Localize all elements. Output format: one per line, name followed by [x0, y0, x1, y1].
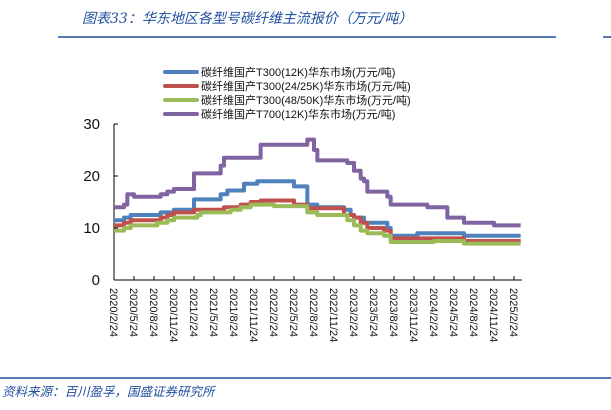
legend-label: 碳纤维国产T700(12K)华东市场(万元/吨)	[201, 107, 395, 121]
x-tick-label: 2024/2/24	[427, 288, 439, 337]
y-tick-label: 10	[83, 220, 100, 237]
x-tick-label: 2021/8/24	[227, 288, 239, 337]
x-tick-label: 2021/5/24	[207, 288, 219, 337]
x-tick-label: 2022/11/24	[327, 288, 339, 342]
legend: 碳纤维国产T300(12K)华东市场(万元/吨)碳纤维国产T300(24/25K…	[163, 65, 411, 121]
y-tick-label: 30	[83, 116, 100, 133]
x-tick-label: 2024/8/24	[467, 288, 479, 337]
x-tick-label: 2020/5/24	[127, 288, 139, 337]
y-tick-label: 20	[83, 168, 100, 185]
x-tick-label: 2020/2/24	[107, 288, 119, 337]
x-tick-label: 2024/5/24	[447, 288, 459, 337]
x-tick-label: 2023/2/24	[347, 288, 359, 337]
x-tick-label: 2023/8/24	[387, 288, 399, 337]
series-line	[114, 179, 521, 238]
series-line	[114, 137, 521, 228]
x-tick-label: 2022/2/24	[267, 288, 279, 337]
x-tick-label: 2022/8/24	[307, 288, 319, 337]
x-tick-label: 2021/2/24	[187, 288, 199, 337]
x-tick-label: 2022/5/24	[287, 288, 299, 337]
chart-title: 图表33：华东地区各型号碳纤维主流报价（万元/吨）	[82, 11, 413, 27]
series-line	[114, 202, 521, 246]
series-group	[114, 137, 521, 246]
x-tick-label: 2020/11/24	[167, 288, 179, 342]
x-tick-label: 2025/2/24	[507, 288, 519, 337]
axes: 0 10 20 30 2020/2/24 2020/5/24 2020/8/24 2020/1…	[83, 116, 522, 342]
series-line	[114, 198, 521, 243]
x-tick-label: 2021/11/24	[247, 288, 259, 342]
legend-label: 碳纤维国产T300(48/50K)华东市场(万元/吨)	[201, 93, 411, 107]
legend-label: 碳纤维国产T300(24/25K)华东市场(万元/吨)	[201, 79, 411, 93]
x-tick-label: 2023/5/24	[367, 288, 379, 337]
source-note: 资料来源：百川盈孚，国盛证券研究所	[2, 384, 217, 399]
y-tick-label: 0	[92, 272, 100, 289]
x-tick-label: 2023/11/24	[407, 288, 419, 342]
x-tick-label: 2024/11/24	[487, 288, 499, 342]
legend-label: 碳纤维国产T300(12K)华东市场(万元/吨)	[201, 65, 395, 79]
x-tick-label: 2020/8/24	[147, 288, 159, 337]
